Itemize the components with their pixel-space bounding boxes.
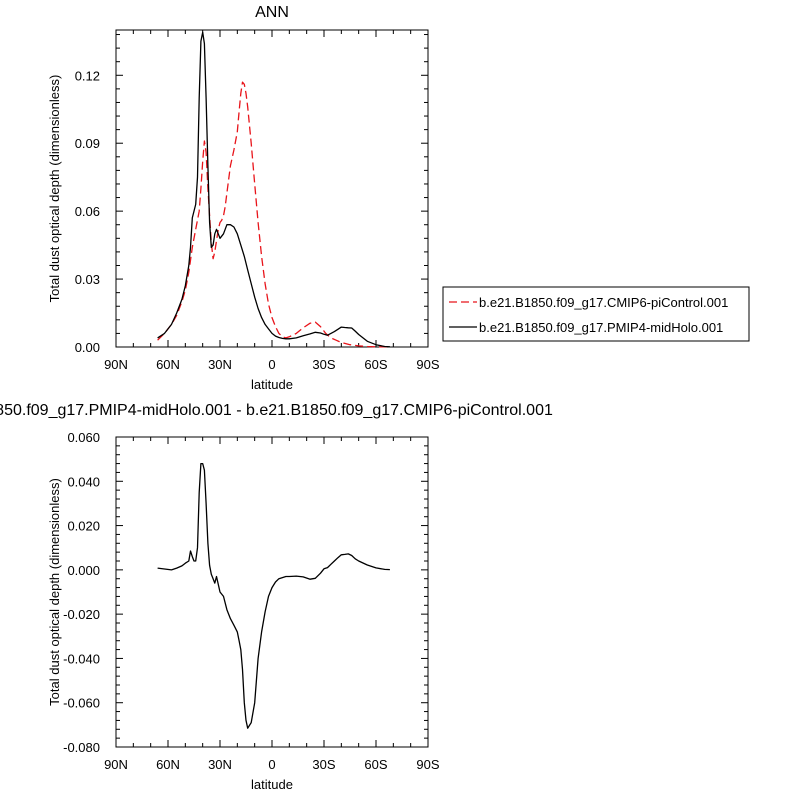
chart-panel-2: 90N 60N 30N 0 30S 60S 90S -0.080 -0.060 -0.040 -0.…: [0, 402, 553, 792]
plot-frame: [115, 436, 429, 748]
chart-title: b.e21.B1850.f09_g17.PMIP4-midHolo.001 - …: [0, 402, 553, 419]
y-tick-label: 0.00: [75, 340, 100, 355]
legend: b.e21.B1850.f09_g17.CMIP6-piControl.001b…: [442, 286, 750, 342]
x-tick-label: 60S: [364, 757, 387, 772]
x-tick-label: 60N: [156, 357, 180, 372]
series-line-1: [157, 462, 390, 729]
x-tick-label: 0: [268, 357, 275, 372]
y-tick-label: 0.03: [75, 272, 100, 287]
y-axis-label: Total dust optical depth (dimensionless): [47, 75, 62, 303]
y-tick-label: 0.09: [75, 136, 100, 151]
y-tick-label: 0.060: [67, 430, 100, 445]
y-tick-label: -0.080: [63, 740, 100, 755]
x-tick-label: 30N: [208, 757, 232, 772]
y-tick-label: -0.020: [63, 607, 100, 622]
x-tick-label: 30N: [208, 357, 232, 372]
y-tick-label: 0.12: [75, 68, 100, 83]
y-tick-label: -0.060: [63, 696, 100, 711]
plot-frame: [115, 29, 429, 348]
y-axis-label: Total dust optical depth (dimensionless): [47, 478, 62, 706]
y-tick-label: 0.06: [75, 204, 100, 219]
x-tick-label: 90N: [104, 757, 128, 772]
y-tick-label: -0.040: [63, 651, 100, 666]
x-tick-label: 30S: [312, 357, 335, 372]
legend-entry-label: b.e21.B1850.f09_g17.CMIP6-piControl.001: [479, 295, 728, 310]
x-tick-label: 60N: [156, 757, 180, 772]
series-line-2: [157, 31, 390, 348]
x-tick-label: 30S: [312, 757, 335, 772]
x-tick-label: 90S: [416, 357, 439, 372]
x-tick-label: 60S: [364, 357, 387, 372]
x-axis-label: latitude: [251, 777, 293, 792]
chart-panel-1: 90N 60N 30N 0 30S 60S 90S 0.00 0.03 0.06 0.09 0.12 A…: [47, 4, 750, 392]
y-tick-label: 0.000: [67, 563, 100, 578]
legend-entry-label: b.e21.B1850.f09_g17.PMIP4-midHolo.001: [479, 320, 723, 335]
x-tick-label: 90N: [104, 357, 128, 372]
x-tick-label: 0: [268, 757, 275, 772]
y-tick-label: 0.020: [67, 519, 100, 534]
x-tick-label: 90S: [416, 757, 439, 772]
chart-title: ANN: [255, 4, 289, 21]
x-axis-label: latitude: [251, 377, 293, 392]
series-line-1: [157, 81, 390, 348]
y-tick-label: 0.040: [67, 474, 100, 489]
legend-box: [442, 286, 750, 342]
